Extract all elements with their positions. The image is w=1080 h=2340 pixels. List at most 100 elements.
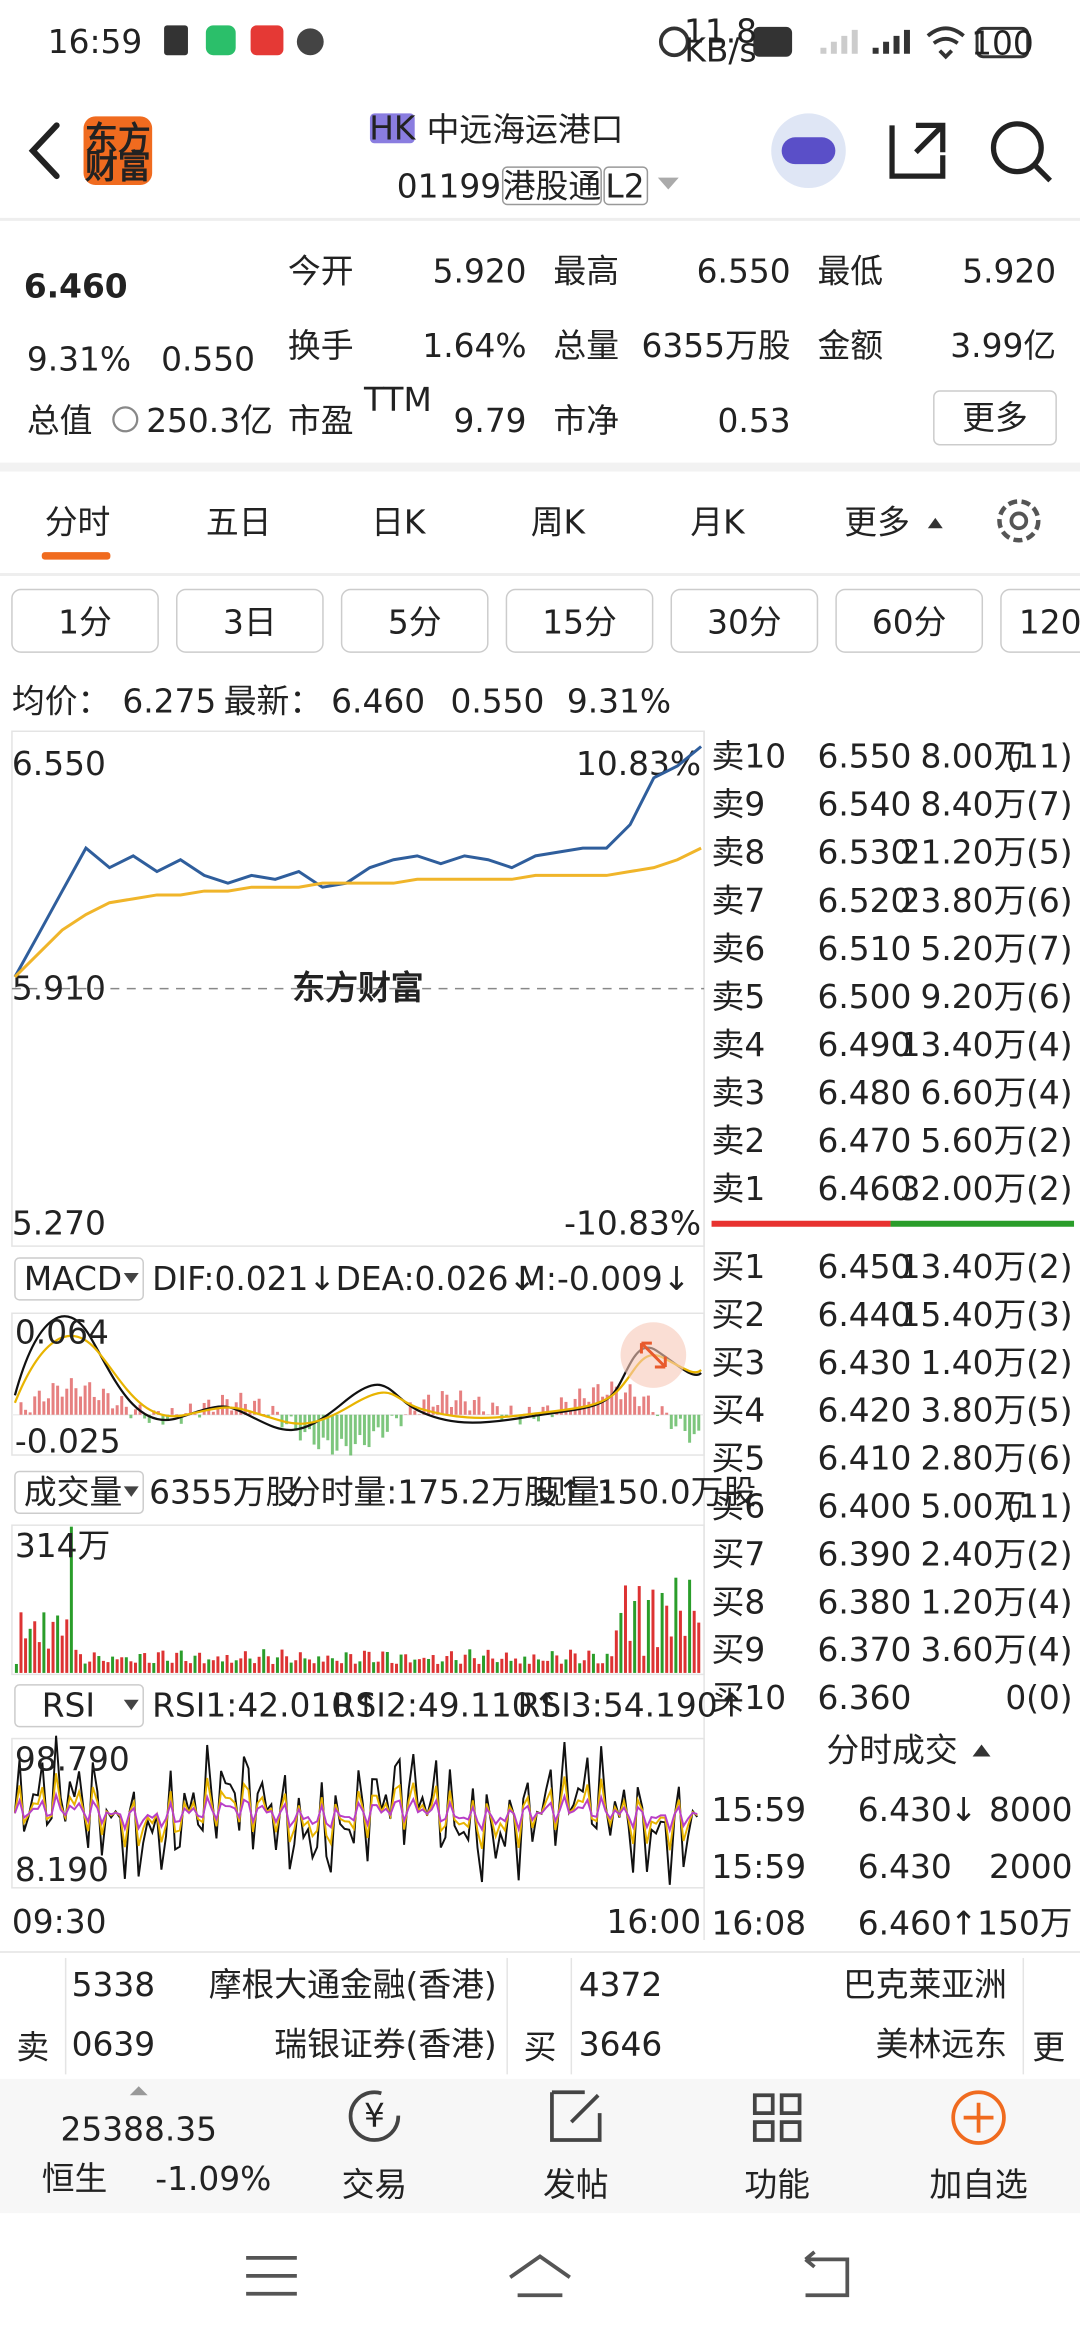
macd-bar (271, 1405, 275, 1415)
indicator-select[interactable] (14, 1257, 144, 1301)
broker-code: 5338 (72, 1966, 155, 2004)
volume-bar (399, 1654, 403, 1673)
volume-bar (321, 1661, 325, 1673)
share-button[interactable] (889, 122, 946, 179)
bottom-nav-label[interactable]: 功能 (744, 2166, 810, 2204)
trade-icon[interactable] (348, 2090, 401, 2142)
volume-bar (326, 1655, 330, 1673)
volume-bar (166, 1660, 170, 1673)
volume-bar (188, 1663, 192, 1673)
period-button[interactable] (670, 588, 819, 653)
macd-bar (564, 1401, 568, 1415)
chart-tab[interactable]: 更多 (844, 503, 910, 541)
volume-bar (422, 1657, 426, 1673)
chart-tab[interactable]: 日K (371, 503, 427, 541)
volume-bar (468, 1649, 472, 1673)
nav-home[interactable] (509, 2254, 571, 2298)
volume-bar (477, 1663, 481, 1673)
volume-bar (482, 1655, 486, 1673)
volume-bar (289, 1662, 293, 1673)
logo-text: 财富 (85, 148, 151, 186)
post-icon[interactable] (550, 2090, 602, 2142)
function-icon[interactable] (752, 2093, 802, 2142)
nav-back[interactable] (804, 2250, 850, 2298)
volume-bar (413, 1659, 417, 1673)
macd-bar (628, 1384, 632, 1415)
book-price: 6.410 (817, 1440, 911, 1478)
chart-tab[interactable]: 分时 (45, 503, 111, 541)
volume-bar (147, 1662, 151, 1673)
index-change: -1.09% (155, 2160, 271, 2198)
period-label[interactable]: 120 (1019, 603, 1080, 641)
expand-arrow[interactable] (129, 2086, 148, 2096)
book-price: 6.480 (817, 1074, 911, 1112)
bottom-nav-label[interactable]: 交易 (342, 2166, 408, 2204)
period-button[interactable] (11, 588, 159, 653)
book-count: (2) (1026, 1535, 1072, 1573)
indicator-name: MACD (24, 1260, 122, 1298)
signal-icon (872, 29, 910, 54)
volume-bar (303, 1658, 307, 1673)
volume-bar (257, 1656, 261, 1673)
chart-tab[interactable]: 五日 (206, 503, 272, 541)
signal-icon (820, 29, 858, 54)
dropdown-arrow[interactable] (657, 177, 679, 190)
settings-button[interactable] (1009, 511, 1029, 531)
macd-bar (51, 1383, 55, 1415)
volume-bar (262, 1649, 266, 1673)
volume-bar (234, 1660, 238, 1673)
search-button[interactable] (1033, 163, 1053, 183)
volume-bar (294, 1660, 298, 1673)
bottom-nav-label[interactable]: 加自选 (929, 2166, 1027, 2204)
book-volume: 2.40万 (920, 1535, 1026, 1573)
period-button[interactable] (835, 588, 984, 653)
search-button[interactable] (990, 121, 1044, 175)
period-label[interactable]: 3日 (223, 603, 277, 641)
trade-icon[interactable]: ¥ (364, 2097, 385, 2135)
add-watch-icon[interactable] (951, 2090, 1006, 2145)
macd-bar (454, 1400, 458, 1415)
trades-title[interactable]: 分时成交 (826, 1732, 957, 1770)
macd-frame (11, 1312, 705, 1456)
dropdown-arrow (123, 1486, 139, 1497)
volume-bar (381, 1651, 385, 1673)
macd-bar (124, 1406, 128, 1415)
volume-bar (436, 1663, 440, 1673)
chart-tab[interactable]: 周K (531, 503, 587, 541)
more-button[interactable] (933, 390, 1057, 446)
indicator-select[interactable] (14, 1684, 144, 1728)
app-logo (83, 116, 153, 186)
settings-button[interactable] (997, 499, 1041, 543)
period-label[interactable]: 15分 (542, 603, 617, 641)
chart-tab[interactable]: 月K (690, 503, 746, 541)
indicator-name: 成交量 (24, 1473, 122, 1511)
indicator-select[interactable] (14, 1470, 144, 1514)
info-icon[interactable] (112, 406, 139, 433)
period-label[interactable]: 30分 (707, 603, 782, 641)
tab-indicator (41, 552, 111, 560)
ai-badge[interactable] (639, 1341, 667, 1369)
volume-bar (175, 1652, 179, 1673)
period-button[interactable] (176, 588, 324, 653)
bottom-nav-label[interactable]: 发帖 (543, 2166, 609, 2204)
more-button-text[interactable]: 更多 (962, 399, 1028, 437)
volume-minute: 分时量:175.2万股↑ (288, 1473, 584, 1511)
macd-bar (646, 1395, 650, 1415)
macd-bar (56, 1385, 60, 1415)
period-button[interactable] (340, 588, 489, 653)
volume-bar (230, 1662, 234, 1673)
nav-menu[interactable] (246, 2256, 297, 2296)
macd-bar (445, 1394, 449, 1415)
period-label[interactable]: 60分 (872, 603, 947, 641)
field-value: 6.550 (697, 253, 791, 291)
broker-more[interactable]: 更 (1032, 2028, 1065, 2066)
period-button[interactable] (505, 588, 654, 653)
volume-bar (472, 1658, 476, 1673)
period-label[interactable]: 5分 (388, 603, 442, 641)
back-button[interactable] (28, 122, 60, 180)
add-watch-icon[interactable] (963, 2102, 994, 2133)
avg-label: 均价： (12, 682, 110, 720)
period-label[interactable]: 1分 (58, 603, 112, 641)
period-button[interactable] (1000, 588, 1080, 653)
